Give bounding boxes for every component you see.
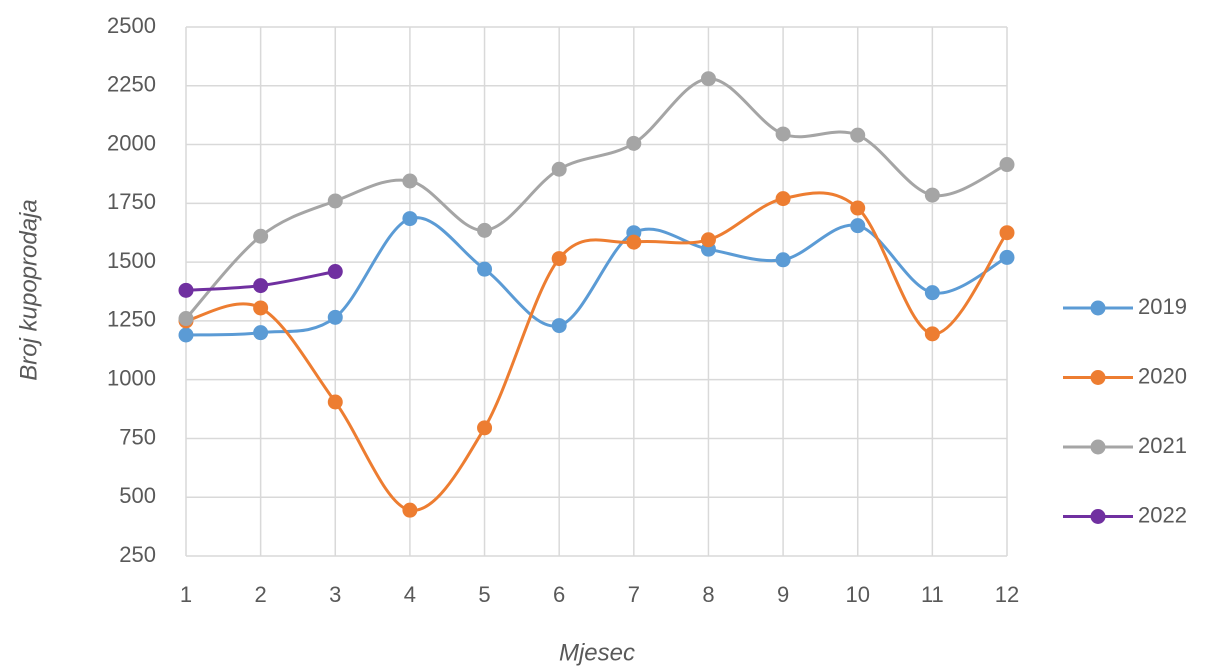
data-point xyxy=(253,278,269,294)
data-point xyxy=(626,234,642,250)
data-point xyxy=(924,187,940,203)
y-tick-label: 2250 xyxy=(107,72,156,97)
data-point xyxy=(477,261,493,277)
x-tick-label: 6 xyxy=(553,582,565,607)
data-point xyxy=(924,326,940,342)
data-point xyxy=(327,309,343,325)
data-point xyxy=(626,135,642,151)
data-point xyxy=(551,161,567,177)
data-point xyxy=(178,327,194,343)
x-tick-label: 9 xyxy=(777,582,789,607)
data-point xyxy=(253,300,269,316)
y-tick-label: 500 xyxy=(119,483,156,508)
x-tick-label: 11 xyxy=(921,582,944,607)
data-point xyxy=(700,232,716,248)
data-point xyxy=(178,282,194,298)
x-tick-label: 4 xyxy=(404,582,416,607)
data-point xyxy=(775,191,791,207)
data-point xyxy=(551,251,567,267)
x-tick-label: 5 xyxy=(478,582,490,607)
legend-marker xyxy=(1090,509,1106,524)
data-point xyxy=(999,157,1015,173)
legend-marker xyxy=(1090,439,1106,455)
data-point xyxy=(700,71,716,87)
y-tick-label: 1750 xyxy=(107,189,156,214)
x-tick-label: 8 xyxy=(702,582,714,607)
y-tick-label: 1250 xyxy=(107,307,156,332)
data-point xyxy=(327,264,343,280)
data-point xyxy=(178,311,194,327)
x-tick-label: 1 xyxy=(180,582,192,607)
x-tick-label: 3 xyxy=(329,582,341,607)
y-tick-label: 250 xyxy=(119,542,156,567)
x-tick-label: 12 xyxy=(995,582,1019,607)
data-point xyxy=(327,394,343,410)
series-line xyxy=(184,77,1008,320)
legend-label: 2020 xyxy=(1138,363,1187,388)
y-tick-label: 2500 xyxy=(107,13,156,38)
y-axis-title: Broj kupoprodaja xyxy=(15,199,42,380)
series-line xyxy=(185,191,1009,512)
data-point xyxy=(402,173,418,189)
y-tick-label: 2000 xyxy=(107,130,156,155)
data-point xyxy=(477,420,493,436)
data-point xyxy=(999,225,1015,241)
data-point xyxy=(551,318,567,334)
x-axis-title: Mjesec xyxy=(559,639,635,666)
legend-label: 2022 xyxy=(1138,502,1187,527)
data-point xyxy=(402,211,418,227)
x-tick-label: 7 xyxy=(628,582,640,607)
legend-marker xyxy=(1090,300,1106,316)
data-point xyxy=(850,218,866,234)
data-point xyxy=(775,126,791,142)
legend-label: 2019 xyxy=(1138,294,1187,319)
data-point xyxy=(924,285,940,301)
legend-marker xyxy=(1090,370,1106,385)
data-point xyxy=(253,228,269,244)
y-tick-label: 1500 xyxy=(107,248,156,273)
x-tick-label: 10 xyxy=(845,582,869,607)
data-point xyxy=(850,127,866,143)
legend-label: 2021 xyxy=(1138,433,1187,458)
data-point xyxy=(402,502,418,518)
data-point xyxy=(775,252,791,268)
data-point xyxy=(253,325,269,341)
data-point xyxy=(850,200,866,216)
y-tick-label: 750 xyxy=(119,424,156,449)
y-tick-label: 1000 xyxy=(107,365,156,390)
data-point xyxy=(327,193,343,209)
data-point xyxy=(999,249,1015,265)
data-point xyxy=(477,222,493,238)
x-tick-label: 2 xyxy=(255,582,267,607)
